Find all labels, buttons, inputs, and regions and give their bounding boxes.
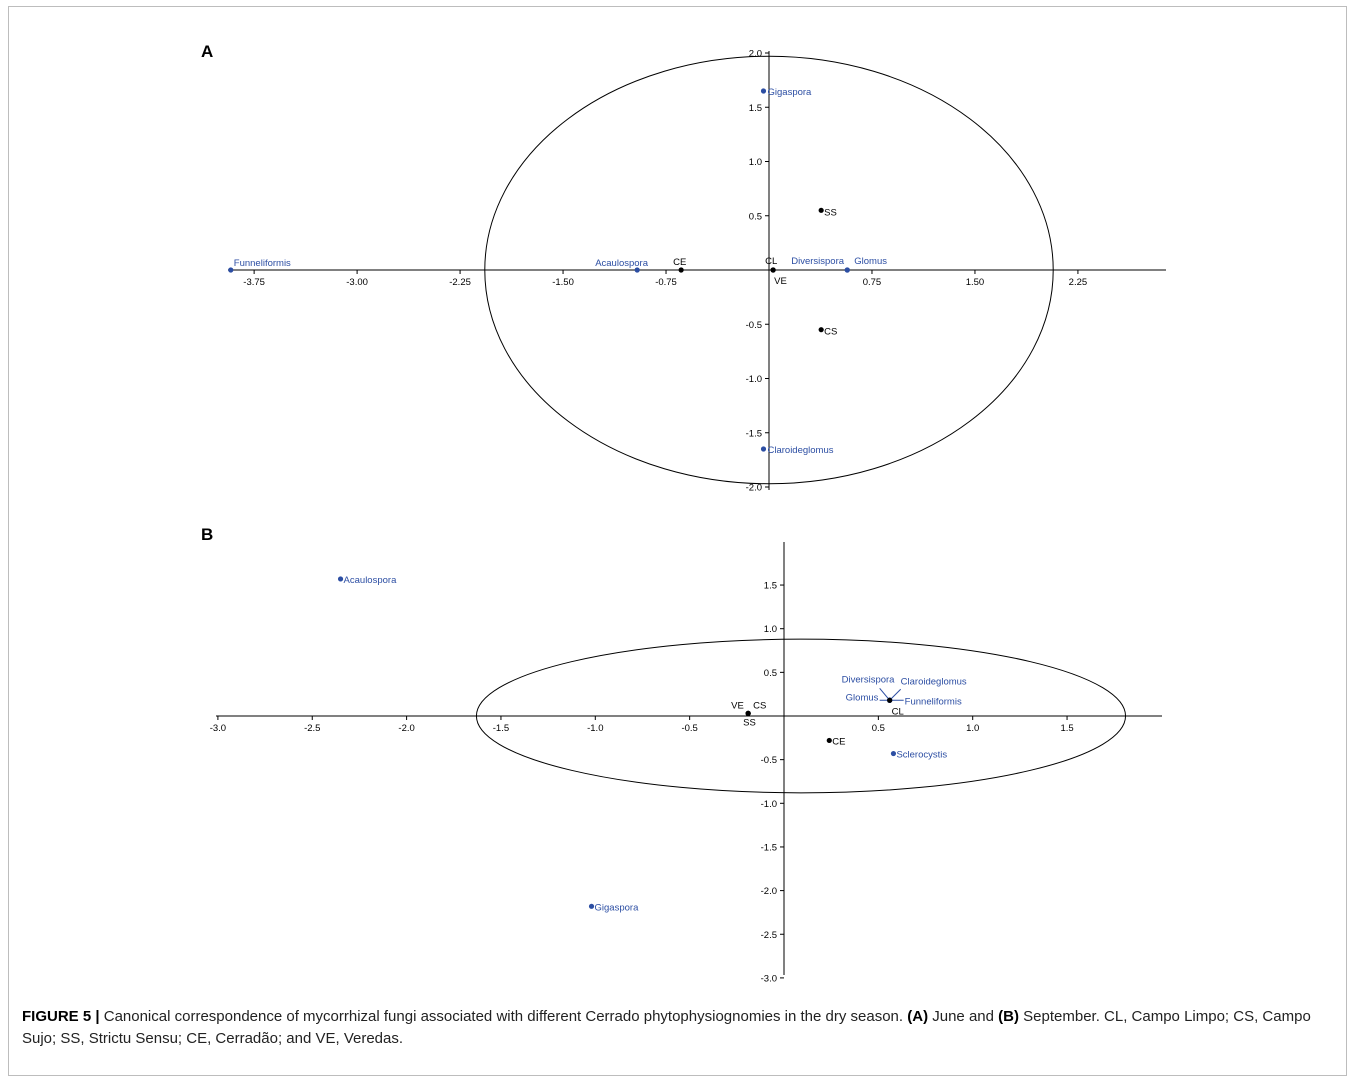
panel-a-genus-point-gigaspora [760,88,767,94]
caption-label-a: (A) [907,1008,929,1025]
panel-a-plot: -3.75 -3.00 -2.25 -1.50 -0.75 0.75 1.50 2.25 2.0… [228,49,1166,494]
panel-b-x-tick-label: 1.0 [966,723,979,734]
panel-a-genus-label-claroideglomus: Claroideglomus [768,445,834,456]
panel-b-x-tick-label: 0.5 [872,723,885,734]
panel-b-genus-label-acaulospora: Acaulospora [344,575,398,586]
panel-a-site-point-ss [818,207,824,213]
panel-a-site-label-ce: CE [673,257,686,268]
panel-a-site-label-ss: SS [824,207,837,218]
panel-a-site-point-ve [770,267,776,273]
panel-a-x-tick-label: 0.75 [863,277,882,288]
caption-figure-number: FIGURE 5 [22,1008,92,1025]
panel-a-site-label-cs: CS [824,327,837,338]
panel-b-genus-label-diversispora: Diversispora [842,674,896,685]
panel-a-site-label-cl: CL [765,256,777,267]
panel-a-genus-label-gigaspora: Gigaspora [768,87,813,98]
panel-a-x-tick-label: -2.25 [449,277,471,288]
panel-b-site-label-ve: VE [731,700,744,711]
panel-a-x-tick-label: -1.50 [552,277,574,288]
panel-a-y-tick-label: -1.0 [746,374,762,385]
caption-separator: | [95,1008,100,1025]
panel-a-y-tick-label: -2.0 [746,483,762,494]
panel-a-y-tick-label: 2.0 [749,49,762,60]
panel-a-y-tick-label: -0.5 [746,320,762,331]
panel-a-x-tick-label: 2.25 [1069,277,1088,288]
figure-frame [8,6,1347,1076]
panel-letter-b: B [201,525,213,544]
panel-b-y-tick-label: 0.5 [764,668,777,679]
panel-b-genus-label-claroideglomus: Claroideglomus [901,676,967,687]
panel-b-y-tick-label: -2.5 [761,930,777,941]
panel-a-genus-label-acaulospora: Acaulospora [595,258,649,269]
caption-text-2: June and [932,1008,994,1025]
panel-b-y-tick-label: -0.5 [761,755,777,766]
panel-b-site-label-cl: CL [892,706,904,717]
panel-b-x-tick-label: -2.0 [398,723,414,734]
panel-b-genus-point-acaulospora [337,576,344,582]
panel-a-genus-point-funneliformis [228,267,234,273]
panel-b-x-tick-label: 1.5 [1060,723,1073,734]
panel-b-genus-label-glomus: Glomus [846,692,879,703]
panel-a-site-point-ce [678,267,684,273]
caption-label-b: (B) [998,1008,1019,1025]
panel-a-genus-point-glomus [844,267,850,273]
panel-b-genus-label-sclerocystis: Sclerocystis [896,750,947,761]
figure-caption: FIGURE 5 | Canonical correspondence of m… [22,1006,1340,1050]
panel-b-plot: -3.0 -2.5 -2.0 -1.5 -1.0 -0.5 0.5 1.0 1.5 1.5 1.0 0… [210,542,1162,984]
panel-a-genus-point-acaulospora [634,267,640,273]
panel-letter-a: A [201,42,213,61]
panel-a-genus-label-funneliformis: Funneliformis [234,258,291,269]
panel-b-y-tick-label: -2.0 [761,886,777,897]
panel-a-y-tick-label: -1.5 [746,428,762,439]
panel-b-genus-point-gigaspora [588,903,595,909]
panel-b-genus-point-sclerocystis [890,750,897,757]
panel-b-site-label-ce: CE [832,736,845,747]
panel-b-site-point-ss [745,710,751,716]
panel-a-genus-point-claroideglomus [760,446,767,452]
panel-b-y-tick-label: 1.5 [764,581,777,592]
panel-a-y-tick-label: 1.5 [749,103,762,114]
panel-b-y-tick-label: 1.0 [764,624,777,635]
panel-a-x-tick-label: -0.75 [655,277,677,288]
panel-a-site-label-ve: VE [774,276,787,287]
panel-b-x-tick-label: -1.0 [587,723,603,734]
panel-a-x-tick-label: 1.50 [966,277,985,288]
caption-text-1: Canonical correspondence of mycorrhizal … [103,1008,904,1025]
panel-a-x-tick-label: -3.00 [346,277,368,288]
panel-b-x-tick-label: -3.0 [210,723,226,734]
panel-a-y-tick-label: 0.5 [749,211,762,222]
panel-b-site-label-cs: CS [753,700,766,711]
panel-a-y-tick-label: 1.0 [749,157,762,168]
panel-a-x-tick-label: -3.75 [243,277,265,288]
panel-a-genus-label-diversispora: Diversispora [791,256,845,267]
panel-b-y-tick-label: -1.5 [761,842,777,853]
panel-b-y-tick-label: -3.0 [761,973,777,984]
panel-a-site-point-cs [818,327,824,333]
panel-b-site-point-cl [887,697,893,703]
panel-a-genus-label-glomus: Glomus [854,256,887,267]
panel-b-genus-label-funneliformis: Funneliformis [905,696,962,707]
panel-b-site-label-ss: SS [743,717,756,728]
caption-text-3: September. CL, Campo Limpo; CS, Campo Su… [22,1008,1311,1047]
panel-b-x-tick-label: -0.5 [681,723,697,734]
figure-canvas: A -3.75 -3.00 -2.25 -1.50 -0.75 0.75 1.50 2.25 2… [201,42,1166,984]
panel-b-genus-label-gigaspora: Gigaspora [595,902,640,913]
panel-b-x-tick-label: -1.5 [493,723,509,734]
panel-b-y-tick-label: -1.0 [761,799,777,810]
panel-b-site-point-ce [826,737,832,744]
panel-b-leader-diversispora [879,687,891,701]
panel-b-x-tick-label: -2.5 [304,723,320,734]
